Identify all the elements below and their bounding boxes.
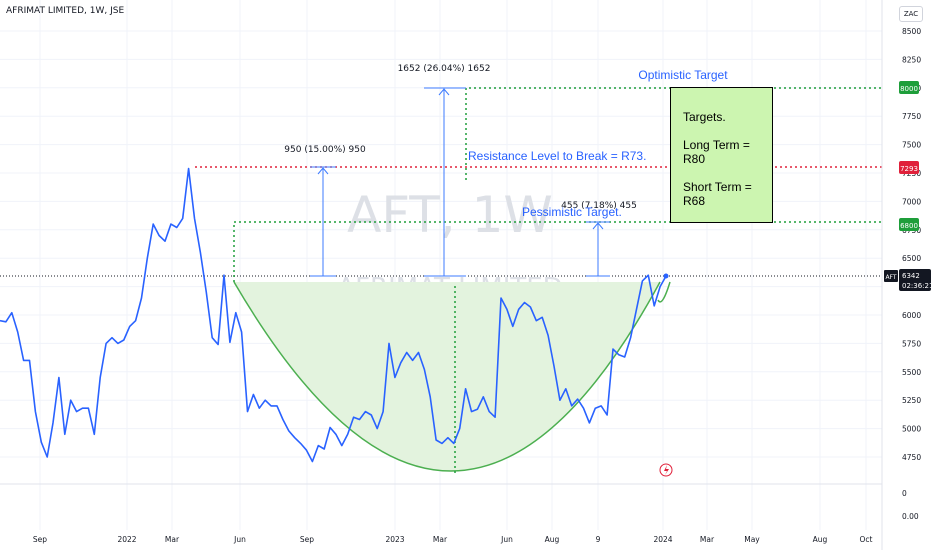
- time-axis: Sep 2022 Mar Jun Sep 2023 Mar Jun Aug 9 2024 Mar May…: [33, 535, 873, 544]
- x-tick-label: Mar: [165, 535, 180, 544]
- price-tag-pessimistic[interactable]: 6800: [899, 218, 919, 231]
- price-tag-resistance[interactable]: 7293: [899, 161, 919, 174]
- targets-box[interactable]: Targets. Long Term = R80 Short Term = R6…: [670, 87, 773, 223]
- measure-455[interactable]: [586, 221, 610, 277]
- y-tick-label: 5250: [902, 396, 921, 405]
- lower-pane-tick-label: 0.00: [902, 512, 919, 521]
- alert-icon[interactable]: [659, 463, 673, 477]
- x-tick-label: 2022: [117, 535, 136, 544]
- y-tick-label: 8250: [902, 55, 921, 64]
- x-tick-label: Oct: [860, 535, 873, 544]
- cup-handle-curve[interactable]: [657, 281, 671, 303]
- price-series-line[interactable]: [0, 167, 667, 463]
- y-tick-label: 7500: [902, 141, 921, 150]
- y-tick-label: 5500: [902, 368, 921, 377]
- countdown-text: 02:36:21: [902, 282, 932, 290]
- price-tag-resistance-text: 7293: [900, 165, 918, 173]
- y-tick-label: 6000: [902, 311, 921, 320]
- x-tick-label: 2024: [653, 535, 672, 544]
- last-price-dot[interactable]: [663, 273, 669, 279]
- measure-455-label: 455 (7.18%) 455: [561, 201, 637, 211]
- measure-950-label: 950 (15.00%) 950: [284, 145, 366, 155]
- x-tick-label: Aug: [813, 535, 828, 544]
- watermark-symbol: AFT, 1W: [347, 186, 553, 244]
- measure-1652[interactable]: [424, 87, 466, 277]
- x-tick-label: Sep: [300, 535, 314, 544]
- long-term-target: Long Term = R80: [683, 138, 750, 166]
- y-tick-label: 5750: [902, 339, 921, 348]
- x-tick-label: 9: [596, 535, 601, 544]
- last-price-text: 6342: [902, 272, 920, 280]
- currency-scale-button[interactable]: ZAC: [899, 6, 923, 22]
- y-tick-label: 8500: [902, 27, 921, 36]
- cup-pattern[interactable]: [234, 282, 660, 471]
- x-tick-label: Jun: [233, 535, 246, 544]
- x-tick-label: Aug: [545, 535, 560, 544]
- x-tick-label: Mar: [700, 535, 715, 544]
- price-tag-current[interactable]: AFT 6342 02:36:21: [884, 269, 932, 291]
- symbol-tag-text: AFT: [885, 274, 896, 281]
- y-tick-label: 7000: [902, 197, 921, 206]
- lower-pane-tick-label: 0: [902, 489, 907, 498]
- price-tag-pessimistic-text: 6800: [900, 222, 918, 230]
- measure-1652-label: 1652 (26.04%) 1652: [398, 64, 491, 74]
- short-term-target: Short Term = R68: [683, 180, 752, 208]
- cup-curve[interactable]: [233, 281, 661, 472]
- pessimistic-target-label: Pessimistic Target.: [522, 205, 622, 219]
- y-tick-label: 4750: [902, 453, 921, 462]
- y-tick-label: 6500: [902, 254, 921, 263]
- x-tick-label: Jun: [500, 535, 513, 544]
- y-tick-label: 5000: [902, 425, 921, 434]
- chart-title: AFRIMAT LIMITED, 1W, JSE: [6, 6, 125, 16]
- price-tag-optimistic-text: 8000: [900, 85, 918, 93]
- targets-title: Targets.: [683, 110, 726, 124]
- x-tick-label: Sep: [33, 535, 47, 544]
- x-tick-label: May: [744, 535, 760, 544]
- measure-950[interactable]: [310, 166, 336, 277]
- resistance-label: Resistance Level to Break = R73.: [468, 149, 646, 163]
- y-tick-label: 7750: [902, 112, 921, 121]
- x-tick-label: 2023: [385, 535, 404, 544]
- price-tag-optimistic[interactable]: 8000: [899, 81, 919, 94]
- x-tick-label: Mar: [433, 535, 448, 544]
- optimistic-target-label: Optimistic Target: [638, 68, 728, 82]
- pessimistic-target-line[interactable]: [233, 221, 882, 282]
